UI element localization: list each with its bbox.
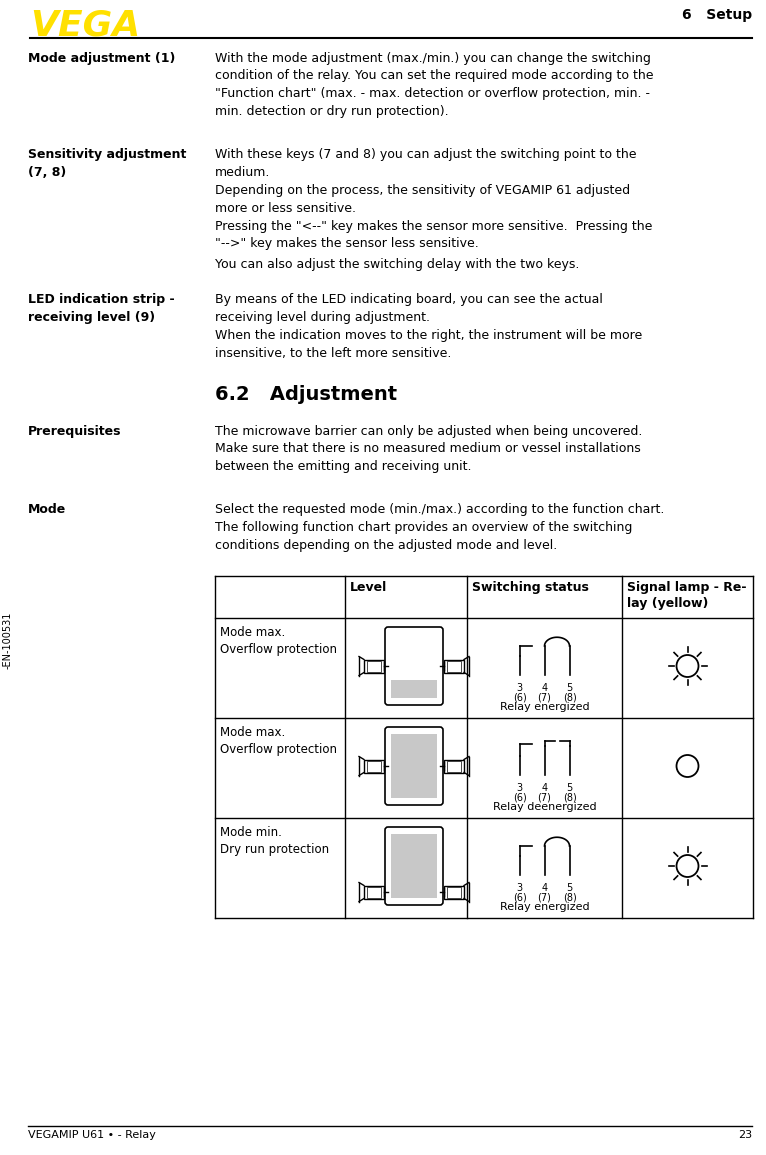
Bar [444, 886, 464, 899]
Bar [444, 760, 464, 773]
Text: By means of the LED indicating board, you can see the actual
receiving level dur: By means of the LED indicating board, yo… [215, 293, 603, 323]
Text: 4: 4 [542, 884, 548, 893]
Text: Depending on the process, the sensitivity of VEGAMIP 61 adjusted
more or less se: Depending on the process, the sensitivit… [215, 184, 630, 215]
FancyBboxPatch shape [385, 627, 443, 705]
Circle shape [676, 855, 699, 877]
Text: Sensitivity adjustment
(7, 8): Sensitivity adjustment (7, 8) [28, 148, 186, 179]
Text: (7): (7) [538, 893, 552, 903]
Text: (8): (8) [562, 693, 576, 703]
Text: Prerequisites: Prerequisites [28, 425, 122, 438]
Text: With these keys (7 and 8) you can adjust the switching point to the
medium.: With these keys (7 and 8) you can adjust… [215, 148, 637, 179]
Text: 5: 5 [566, 884, 573, 893]
Bar [447, 887, 461, 897]
Text: 3: 3 [516, 783, 522, 793]
Text: 6.2   Adjustment: 6.2 Adjustment [215, 385, 397, 404]
Text: 3: 3 [516, 683, 522, 693]
Circle shape [676, 655, 699, 677]
Text: Mode adjustment (1): Mode adjustment (1) [28, 52, 175, 65]
Text: Relay deenergized: Relay deenergized [493, 802, 596, 812]
Text: (8): (8) [562, 893, 576, 903]
Bar [367, 887, 381, 897]
Text: Switching status: Switching status [472, 581, 589, 594]
Text: With the mode adjustment (max./min.) you can change the switching
condition of t: With the mode adjustment (max./min.) you… [215, 52, 653, 118]
Text: Mode max.
Overflow protection: Mode max. Overflow protection [220, 726, 337, 757]
Text: The microwave barrier can only be adjusted when being uncovered.
Make sure that : The microwave barrier can only be adjust… [215, 425, 643, 474]
Bar [391, 733, 437, 798]
Text: 4: 4 [542, 783, 548, 793]
Bar [444, 660, 464, 672]
Text: Mode max.
Overflow protection: Mode max. Overflow protection [220, 626, 337, 656]
Text: 6   Setup: 6 Setup [682, 8, 752, 22]
Text: Mode min.
Dry run protection: Mode min. Dry run protection [220, 826, 329, 857]
Text: (6): (6) [512, 893, 526, 903]
Bar [364, 760, 384, 773]
Bar [364, 886, 384, 899]
Text: Mode: Mode [28, 502, 66, 516]
Text: When the indication moves to the right, the instrument will be more
insensitive,: When the indication moves to the right, … [215, 329, 642, 359]
Text: (8): (8) [562, 793, 576, 803]
Bar [367, 760, 381, 772]
Text: VEGAMIP U61 • - Relay: VEGAMIP U61 • - Relay [28, 1130, 155, 1140]
Bar [391, 834, 437, 897]
Bar [447, 760, 461, 772]
Text: (6): (6) [512, 693, 526, 703]
Bar [447, 661, 461, 671]
FancyBboxPatch shape [385, 827, 443, 906]
Text: 5: 5 [566, 683, 573, 693]
Text: (7): (7) [538, 693, 552, 703]
Text: Pressing the "<--" key makes the sensor more sensitive.  Pressing the
"-->" key : Pressing the "<--" key makes the sensor … [215, 219, 653, 251]
Text: LED indication strip -
receiving level (9): LED indication strip - receiving level (… [28, 293, 175, 323]
Text: Select the requested mode (min./max.) according to the function chart.: Select the requested mode (min./max.) ac… [215, 502, 664, 516]
Text: VEGA: VEGA [30, 8, 140, 42]
Text: -EN-100531: -EN-100531 [3, 611, 13, 669]
Text: Relay energized: Relay energized [499, 902, 589, 912]
Text: 4: 4 [542, 683, 548, 693]
Text: Level: Level [350, 581, 388, 594]
Text: You can also adjust the switching delay with the two keys.: You can also adjust the switching delay … [215, 258, 579, 271]
Text: Signal lamp - Re-
lay (yellow): Signal lamp - Re- lay (yellow) [627, 581, 747, 611]
Text: 5: 5 [566, 783, 573, 793]
FancyBboxPatch shape [385, 726, 443, 805]
Text: (6): (6) [512, 793, 526, 803]
Bar [367, 661, 381, 671]
Bar [364, 660, 384, 672]
Text: 23: 23 [738, 1130, 752, 1140]
Text: The following function chart provides an overview of the switching
conditions de: The following function chart provides an… [215, 521, 633, 551]
Circle shape [676, 755, 699, 777]
Bar [391, 680, 437, 698]
Text: Relay energized: Relay energized [499, 702, 589, 711]
Text: 3: 3 [516, 884, 522, 893]
Text: (7): (7) [538, 793, 552, 803]
